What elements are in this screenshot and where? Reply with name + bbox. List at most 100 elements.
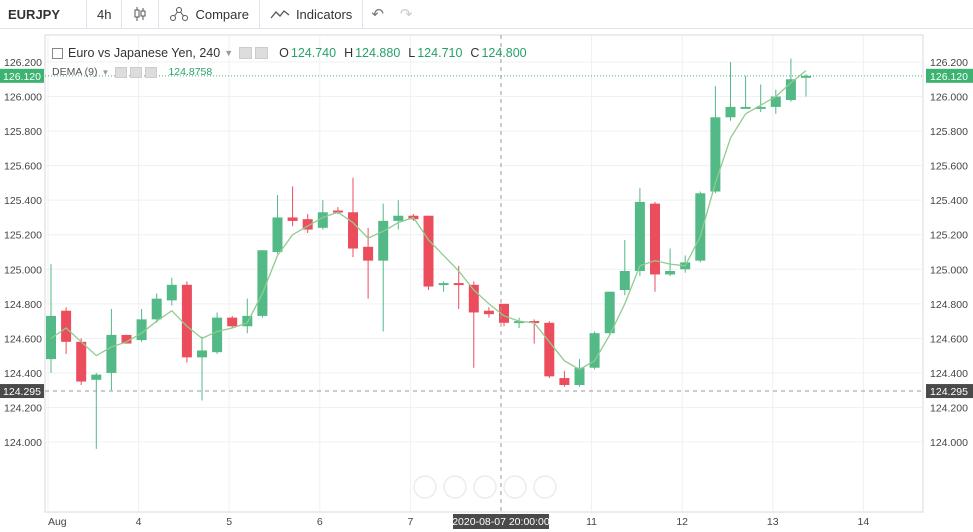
y-tick-label-left: 125.000 xyxy=(4,264,42,276)
crosshair-time-label: 2020-08-07 20:00:00 xyxy=(452,516,550,528)
indicators-label: Indicators xyxy=(295,6,353,22)
candle-body xyxy=(423,215,434,287)
x-tick-label: 12 xyxy=(676,516,688,528)
indicators-button[interactable]: Indicators xyxy=(260,0,364,28)
chevron-down-icon[interactable]: ▼ xyxy=(224,48,234,58)
candle-body xyxy=(287,217,298,221)
y-tick-label-left: 124.600 xyxy=(4,333,42,345)
candle-body xyxy=(61,310,72,342)
x-tick-label: 14 xyxy=(858,516,870,528)
candle-body xyxy=(604,291,615,334)
price-chart[interactable]: 126.120 126.120 124.295 124.295 2020-08-07 2… xyxy=(0,28,973,532)
candle-body xyxy=(453,283,464,286)
candle-body xyxy=(272,217,283,252)
chart-type-button[interactable] xyxy=(122,0,160,28)
candles-layer xyxy=(46,58,811,449)
visibility-icon[interactable] xyxy=(115,66,128,78)
plot-area xyxy=(44,34,924,513)
candle-body xyxy=(801,75,811,78)
candle-body xyxy=(151,298,162,320)
y-tick-label-left: 124.800 xyxy=(4,299,42,311)
close-icon[interactable] xyxy=(145,66,158,78)
candle-body xyxy=(634,201,645,271)
collapse-legend-icon[interactable] xyxy=(52,47,63,59)
candle-body xyxy=(181,284,192,358)
watermark-circle xyxy=(443,475,467,499)
y-tick-label-right: 125.400 xyxy=(930,195,968,207)
indicators-icon xyxy=(270,10,290,19)
high-label: H xyxy=(344,46,354,60)
crosshair-price-label-left: 124.295 xyxy=(3,386,41,398)
candle-body xyxy=(544,322,555,377)
y-tick-label-right: 125.600 xyxy=(930,161,968,173)
candle-body xyxy=(212,317,223,353)
y-tick-label-left: 125.800 xyxy=(4,126,42,138)
candle-body xyxy=(166,284,177,301)
chevron-down-icon[interactable]: ▼ xyxy=(101,67,110,77)
y-tick-label-right: 125.200 xyxy=(930,230,968,242)
watermark-circle xyxy=(413,475,437,499)
close-label: C xyxy=(470,46,480,60)
candle-body xyxy=(348,212,358,249)
candle-body xyxy=(363,246,374,261)
candle-body xyxy=(574,367,585,385)
candle-body xyxy=(197,350,207,358)
candle-body xyxy=(393,215,404,221)
close-value: 124.800 xyxy=(481,46,527,60)
dema-layer xyxy=(50,70,807,371)
indicator-legend: DEMA (9) ▼ 124.8758 xyxy=(52,66,212,78)
x-tick-label: 6 xyxy=(317,516,323,528)
crosshair-price-label-right-bg xyxy=(926,384,973,399)
main-series-legend: Euro vs Japanese Yen, 240 ▼ O 124.740 H … xyxy=(52,46,527,60)
candle-body xyxy=(650,203,660,275)
settings-icon[interactable] xyxy=(130,66,143,78)
visibility-icon[interactable] xyxy=(239,47,253,59)
last-price-label-right: 126.120 xyxy=(930,71,968,83)
candle-body xyxy=(483,310,494,315)
y-tick-label-left: 124.400 xyxy=(4,368,42,380)
compare-label: Compare xyxy=(195,6,249,22)
candle-body xyxy=(91,374,102,380)
candle-body xyxy=(695,193,706,261)
y-tick-label-left: 124.000 xyxy=(4,437,42,449)
candle-body xyxy=(514,321,525,324)
candle-body xyxy=(770,96,781,107)
crosshair-price-label-right: 124.295 xyxy=(930,386,968,398)
candle-body xyxy=(302,219,313,230)
dema-line xyxy=(50,70,807,371)
candle-body xyxy=(121,334,132,344)
candle-body xyxy=(227,317,238,327)
y-tick-label-right: 124.000 xyxy=(930,437,968,449)
indicator-value: 124.8758 xyxy=(168,66,213,78)
candle-body xyxy=(378,220,389,261)
y-tick-label-right: 124.200 xyxy=(930,402,968,414)
compare-button[interactable]: Compare xyxy=(159,0,260,28)
candle-body xyxy=(257,250,268,316)
watermark-circle xyxy=(533,475,557,499)
candle-body xyxy=(740,106,751,109)
candle-body xyxy=(589,333,600,368)
undo-icon[interactable]: ↶ xyxy=(371,6,384,23)
y-tick-label-left: 126.000 xyxy=(4,92,42,104)
redo-icon[interactable]: ↷ xyxy=(399,6,413,23)
last-price-label-left: 126.120 xyxy=(3,71,41,83)
candle-body xyxy=(46,315,56,360)
y-tick-label-left: 125.200 xyxy=(4,230,42,242)
y-tick-label-right: 124.800 xyxy=(930,299,968,311)
y-tick-label-left: 124.200 xyxy=(4,402,42,414)
y-tick-label-right: 124.400 xyxy=(930,368,968,380)
candle-body xyxy=(710,117,721,192)
candle-body xyxy=(785,79,796,100)
chart-grid xyxy=(44,34,924,513)
candle-body xyxy=(136,319,147,341)
last-price-label-right-bg xyxy=(926,68,973,83)
y-tick-label-left: 125.400 xyxy=(4,195,42,207)
symbol-button[interactable]: EURJPY xyxy=(0,0,87,28)
low-label: L xyxy=(408,46,416,60)
candle-body xyxy=(76,341,87,382)
watermark-circle xyxy=(503,475,527,499)
interval-button[interactable]: 4h xyxy=(87,0,123,28)
overlays-layer: 126.120 126.120 124.295 124.295 2020-08-07 2… xyxy=(0,35,973,529)
settings-icon[interactable] xyxy=(255,47,269,59)
high-value: 124.880 xyxy=(355,46,401,60)
